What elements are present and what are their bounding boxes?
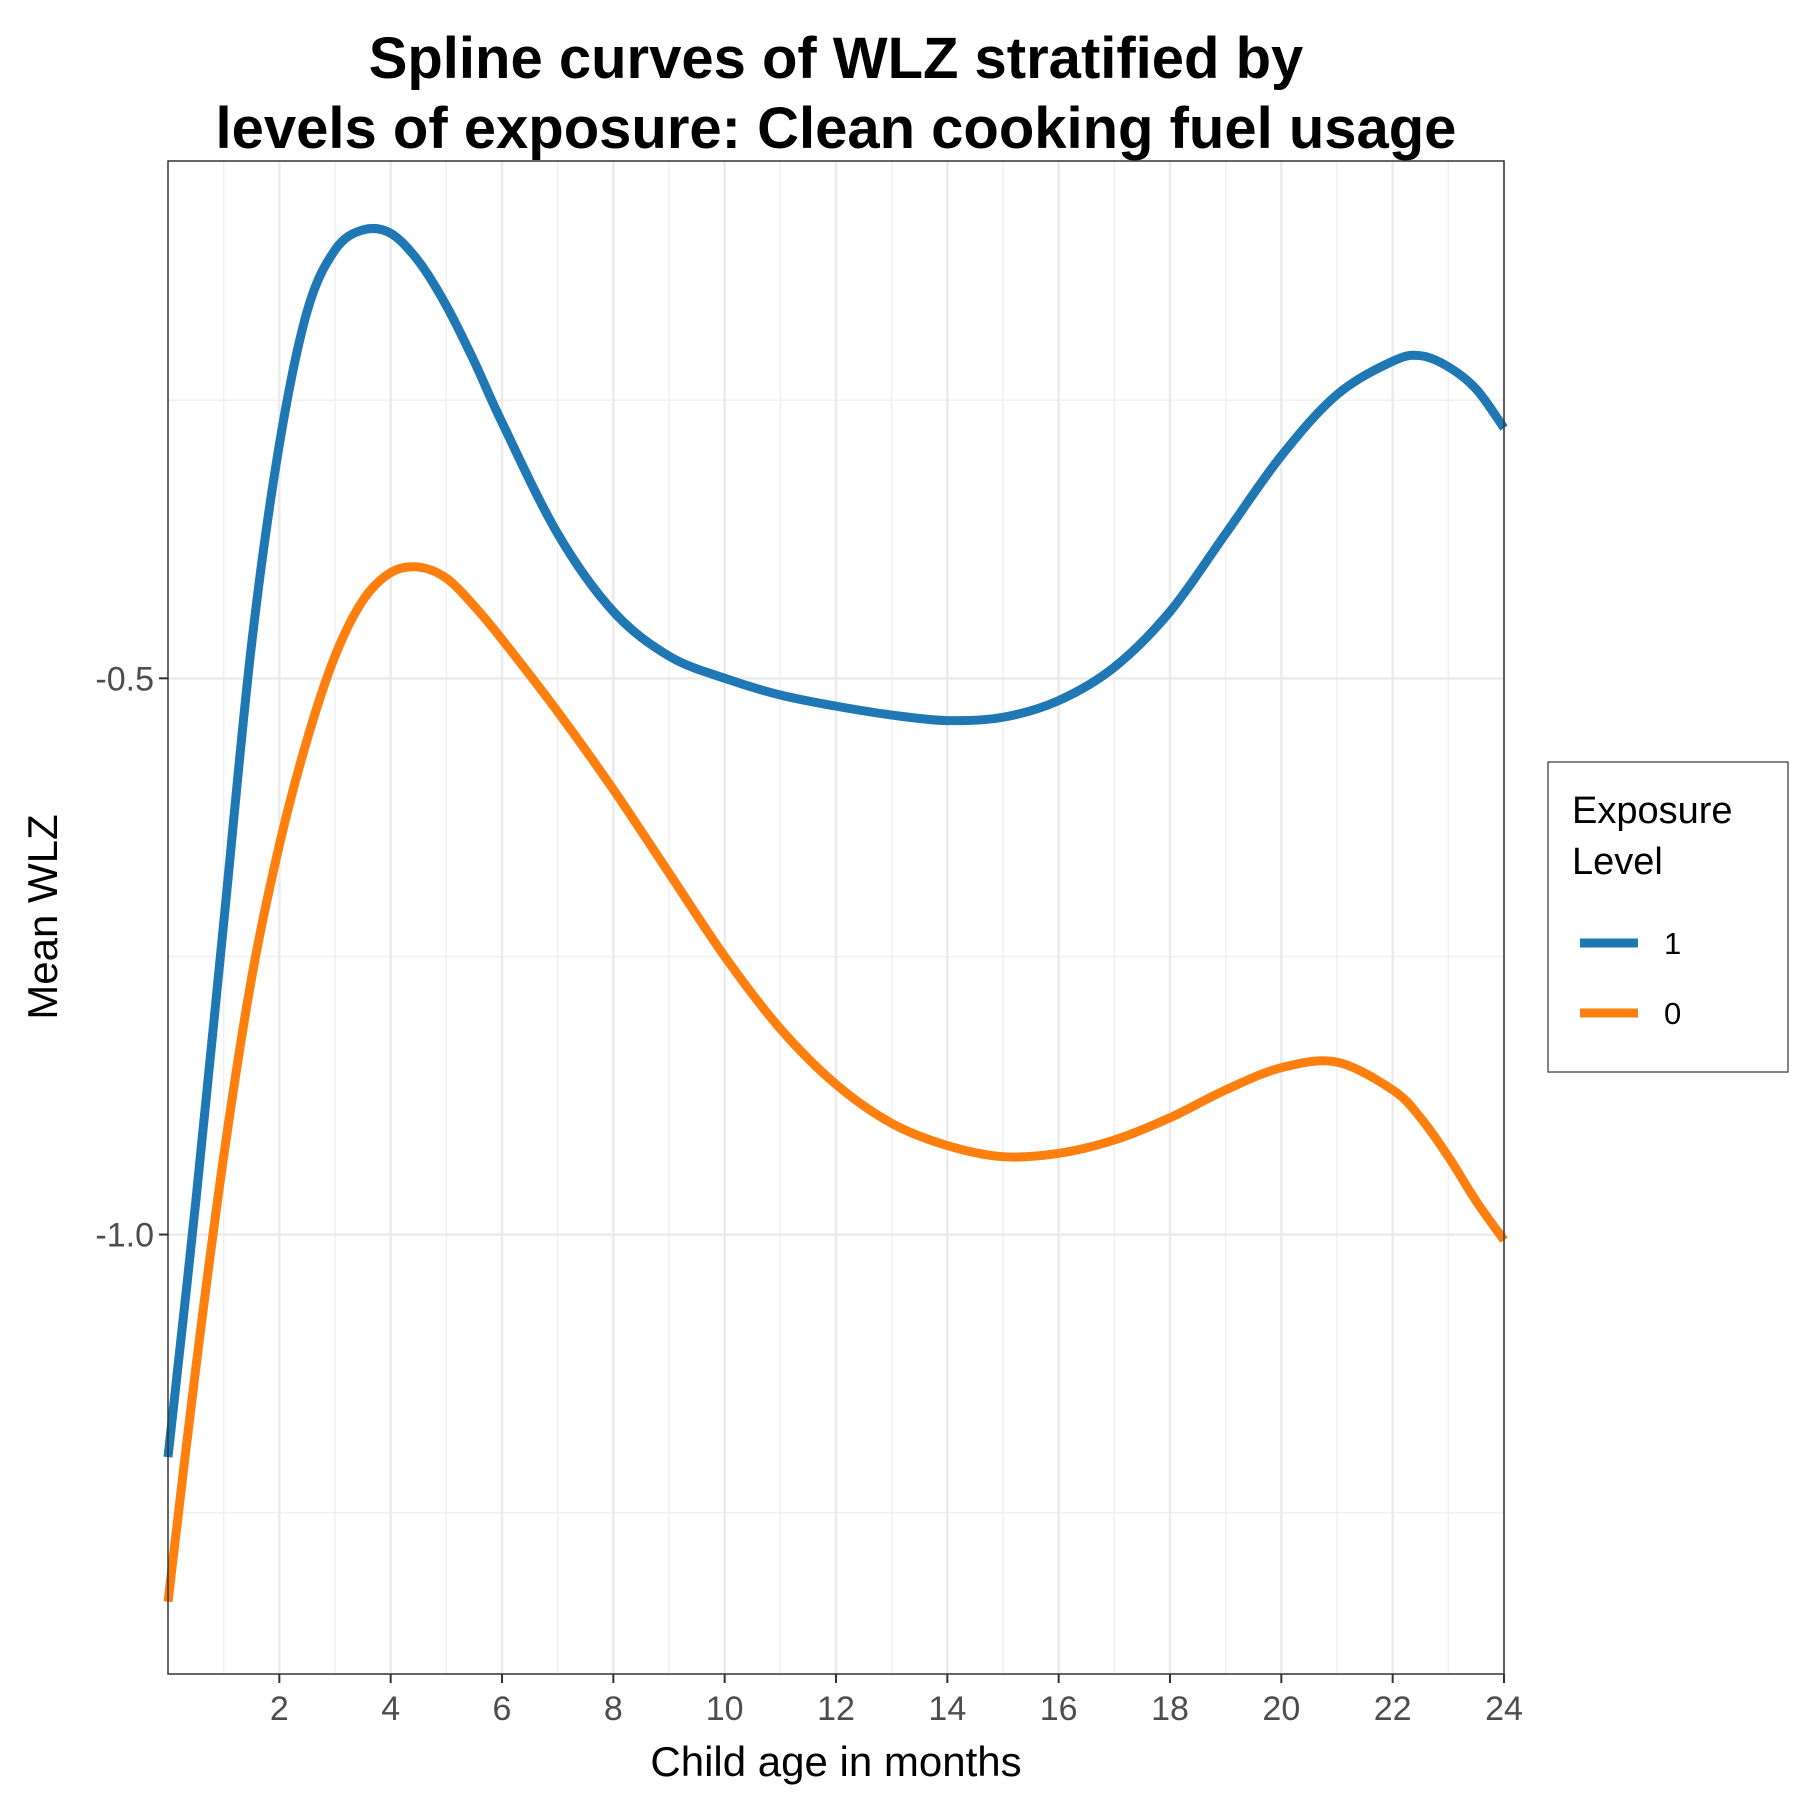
x-axis-ticks: 2 4 6 8 10 12 14 16 18 20 22 24 <box>270 1674 1523 1728</box>
legend-label-series-0: 0 <box>1664 996 1681 1031</box>
x-tick-label: 20 <box>1262 1690 1300 1728</box>
legend-label-series-1: 1 <box>1664 926 1681 961</box>
minor-x-gridlines <box>222 161 1450 1674</box>
y-axis-ticks: -0.5 -1.0 <box>95 660 168 1255</box>
x-tick-label: 2 <box>270 1690 289 1728</box>
x-tick-label: 12 <box>817 1690 855 1728</box>
series-layer <box>163 223 1508 1603</box>
x-tick-label: 22 <box>1374 1690 1412 1728</box>
y-tick-label: -1.0 <box>95 1217 154 1255</box>
legend-box <box>1547 761 1789 1073</box>
chart-title-line-1: Spline curves of WLZ stratified by <box>369 26 1304 91</box>
major-y-gridlines <box>168 677 1504 1236</box>
legend: Exposure Level 1 0 <box>1547 761 1789 1073</box>
legend-title-line-2: Level <box>1572 841 1663 883</box>
x-tick-label: 14 <box>928 1690 966 1728</box>
x-axis-title: Child age in months <box>650 1738 1021 1785</box>
y-tick-label: -0.5 <box>95 660 154 698</box>
chart-title-line-2: levels of exposure: Clean cooking fuel u… <box>216 96 1457 161</box>
plot-panel <box>163 160 1508 1675</box>
x-tick-label: 8 <box>604 1690 623 1728</box>
series-line-1 <box>163 223 1508 1458</box>
x-tick-label: 16 <box>1040 1690 1078 1728</box>
y-axis-title: Mean WLZ <box>19 814 66 1019</box>
x-tick-label: 24 <box>1485 1690 1523 1728</box>
series-line-0 <box>163 562 1508 1603</box>
x-tick-label: 18 <box>1151 1690 1189 1728</box>
x-tick-label: 10 <box>706 1690 744 1728</box>
x-tick-label: 6 <box>493 1690 512 1728</box>
legend-title-line-1: Exposure <box>1572 790 1733 832</box>
x-tick-label: 4 <box>381 1690 400 1728</box>
